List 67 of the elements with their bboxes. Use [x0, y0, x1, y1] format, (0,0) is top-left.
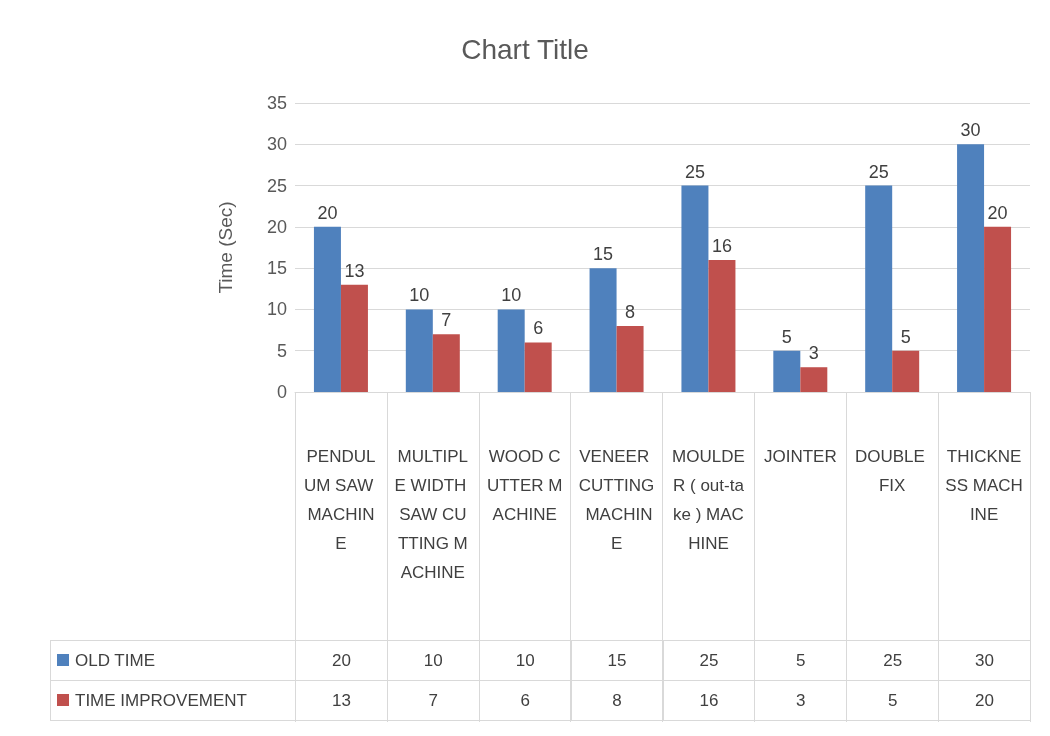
x-tick-label: DOUBLE FIX — [854, 447, 930, 495]
text: 6 — [533, 318, 544, 339]
x-tick-label: VENEER CUTTING MACHINE — [578, 447, 655, 553]
data-label: 10 — [479, 640, 572, 681]
bar — [800, 367, 828, 392]
bar — [616, 325, 644, 392]
data-label: 7 — [387, 680, 480, 721]
y-tick-label: 10 — [266, 299, 287, 320]
y-tick-label: 25 — [266, 175, 287, 196]
data-label: 5 — [846, 680, 939, 721]
bar — [340, 284, 368, 392]
x-tick-label: THICKNESS MACHINE — [945, 447, 1023, 524]
x-tick-label: JOINTER — [763, 447, 837, 466]
bar — [313, 226, 341, 392]
data-label: 15 — [571, 640, 663, 681]
text: 30 — [960, 120, 981, 141]
data-label: 16 — [663, 680, 755, 721]
chart-title: Chart Title — [461, 33, 589, 65]
text: 5 — [900, 326, 911, 347]
data-label: 13 — [295, 680, 388, 721]
y-axis-title: Time (Sec) — [215, 201, 236, 294]
bar — [773, 350, 801, 392]
data-label: 6 — [479, 680, 572, 721]
legend-label: OLD TIME — [50, 640, 296, 681]
x-tick-label: WOOD CUTTER MACHINE — [486, 447, 563, 524]
data-label: 8 — [571, 680, 663, 721]
text: 25 — [868, 161, 889, 182]
bar — [405, 309, 433, 392]
legend-label: TIME IMPROVEMENT — [50, 680, 296, 721]
text: 16 — [711, 235, 732, 256]
text: 15 — [593, 244, 614, 265]
text: 20 — [987, 202, 1008, 223]
bar — [957, 144, 985, 392]
text: 7 — [441, 310, 452, 331]
x-tick-label: PENDULUM SAW MACHINE — [303, 447, 378, 553]
text: 13 — [344, 260, 365, 281]
y-tick-label: 20 — [266, 216, 287, 237]
data-label: 25 — [663, 640, 755, 681]
bar — [865, 185, 893, 392]
data-label: 20 — [938, 680, 1031, 721]
y-tick-label: 30 — [266, 134, 287, 155]
text: 5 — [781, 326, 792, 347]
y-tick-label: 35 — [266, 93, 287, 113]
data-label: 25 — [846, 640, 939, 681]
text: 8 — [625, 301, 636, 322]
text: 10 — [409, 285, 430, 306]
text: 3 — [808, 343, 819, 364]
bar — [681, 185, 709, 392]
bar — [497, 309, 525, 392]
bar — [892, 350, 920, 392]
x-tick-label: MOULDER ( out-take ) MACHINE — [672, 447, 745, 553]
data-label: 5 — [754, 640, 847, 681]
data-label: 3 — [754, 680, 847, 721]
bar — [432, 334, 460, 392]
y-tick-label: 0 — [276, 382, 287, 402]
bar — [984, 226, 1012, 392]
bar — [524, 342, 552, 392]
bar — [589, 268, 617, 392]
text: 20 — [317, 202, 338, 223]
data-label: 30 — [938, 640, 1031, 681]
y-tick-label: 5 — [276, 340, 287, 361]
text: 10 — [501, 285, 522, 306]
y-tick-label: 15 — [266, 258, 287, 279]
x-tick-label: MULTIPLE WIDTH SAW CUTTING MACHINE — [394, 447, 472, 582]
bar — [708, 259, 736, 392]
data-label: 10 — [387, 640, 480, 681]
text: 25 — [684, 161, 705, 182]
